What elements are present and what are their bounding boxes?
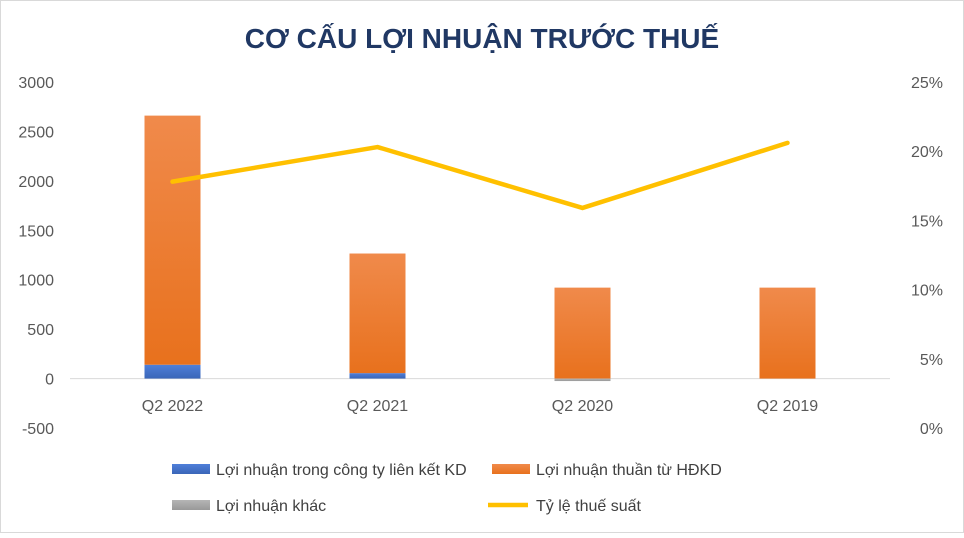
y-left-tick-label: 0 (45, 372, 54, 389)
legend-swatch (172, 500, 210, 510)
y-right-tick-label: 0% (920, 421, 943, 438)
y-right-tick-label: 5% (920, 352, 943, 369)
legend-label: Tỷ lệ thuế suất (536, 498, 642, 515)
legend-label: Lợi nhuận trong công ty liên kết KD (216, 462, 467, 479)
legend-swatch (172, 464, 210, 474)
y-right-tick-label: 10% (911, 283, 943, 300)
y-left-tick-label: 3000 (18, 75, 54, 92)
x-tick-label: Q2 2020 (552, 398, 613, 415)
legend-item-lien-ket: Lợi nhuận trong công ty liên kết KD (172, 462, 467, 479)
bar-segment-lien-ket (350, 373, 406, 378)
y-left-tick-label: 1000 (18, 273, 54, 290)
bar-segment-hdkd (350, 254, 406, 374)
legend-label: Lợi nhuận thuần từ HĐKD (536, 462, 722, 479)
x-tick-label: Q2 2022 (142, 398, 203, 415)
x-tick-label: Q2 2019 (757, 398, 818, 415)
y-right-tick-label: 25% (911, 75, 943, 92)
bar-segment-lien-ket (145, 365, 201, 379)
y-right-tick-label: 15% (911, 213, 943, 230)
legend-label: Lợi nhuận khác (216, 498, 326, 515)
x-tick-label: Q2 2021 (347, 398, 408, 415)
chart-title: CƠ CẤU LỢI NHUẬN TRƯỚC THUẾ (245, 23, 719, 54)
y-left-tick-label: 1500 (18, 223, 54, 240)
legend-swatch (492, 464, 530, 474)
y-left-tick-label: 2500 (18, 124, 54, 141)
bar-segment-hdkd (760, 288, 816, 379)
y-left-tick-label: -500 (22, 421, 54, 438)
y-right-tick-label: 20% (911, 144, 943, 161)
bar-segment-hdkd (555, 288, 611, 379)
y-left-tick-label: 2000 (18, 174, 54, 191)
bar-segment-hdkd (145, 116, 201, 365)
y-left-tick-label: 500 (27, 322, 54, 339)
bar-segment-khac (555, 379, 611, 381)
